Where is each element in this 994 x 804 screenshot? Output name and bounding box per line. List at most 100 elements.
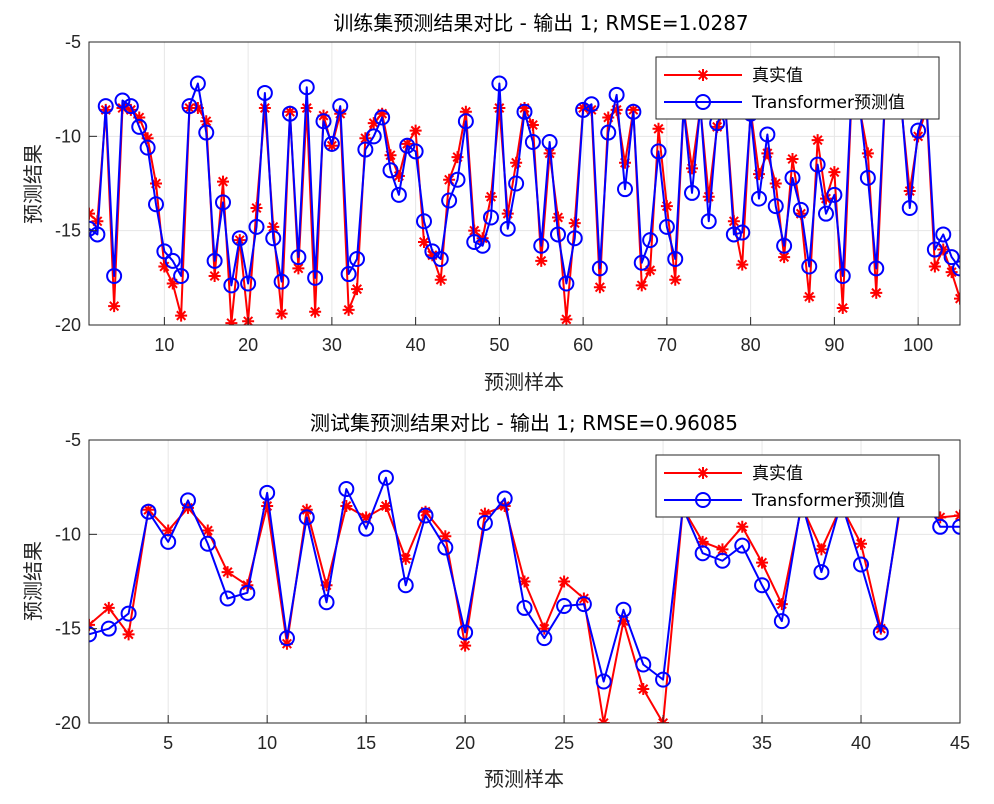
test-pred-point (278, 630, 295, 647)
train-true-point (928, 260, 941, 273)
train-true-point (459, 105, 472, 118)
train-true-point (200, 115, 213, 128)
test-true-point (142, 503, 155, 516)
train-true-point (593, 281, 606, 294)
train-pred-point (943, 249, 960, 266)
test-pred-point (358, 520, 375, 537)
train-true-point (828, 166, 841, 179)
test-x-tick-label: 5 (163, 733, 173, 753)
train-true-point (803, 290, 816, 303)
train-true-point (108, 300, 121, 313)
train-pred-point (558, 275, 575, 292)
train-pred-point (223, 277, 240, 294)
train-pred-point (550, 226, 566, 243)
test-pred-point (655, 671, 672, 688)
test-x-tick-label: 15 (356, 733, 376, 753)
train-pred-point (508, 175, 525, 192)
train-pred-point (256, 84, 273, 101)
train-true-point (208, 269, 221, 282)
test-true-point (478, 507, 491, 520)
train-legend: 真实值 Transformer预测值 (655, 56, 940, 120)
test-true-point (261, 500, 274, 513)
test-pred-point (734, 537, 751, 554)
train-true-point (217, 175, 229, 188)
test-pred-point (89, 626, 97, 643)
test-true-point (518, 575, 531, 588)
train-true-point (635, 279, 648, 292)
test-pred-point (100, 620, 117, 637)
train-pred-point (173, 267, 190, 284)
train-pred-legend-symbol (695, 94, 711, 110)
train-x-tick-label: 50 (489, 335, 509, 355)
train-pred-point (340, 266, 357, 283)
test-pred-point (556, 598, 573, 615)
test-pred-point (179, 492, 196, 509)
train-pred-point (734, 224, 751, 241)
test-true-point (756, 556, 769, 569)
test-pred-point (417, 507, 434, 524)
test-true-point (577, 592, 590, 605)
test-true-point (459, 639, 472, 652)
train-true-point (644, 264, 657, 277)
test-chart: 测试集预测结果对比 - 输出 1; RMSE=0.96085 5 10 15 20 25… (21, 411, 970, 791)
train-pred-point (164, 252, 181, 269)
test-legend-label-pred: Transformer预测值 (751, 491, 905, 511)
train-pred-point (700, 213, 717, 230)
test-true-point (280, 637, 293, 650)
train-pred-point (315, 113, 332, 130)
train-y-ticks: -20 -15 -10 -5 (55, 32, 97, 335)
train-true-point (384, 149, 397, 162)
train-true-point (560, 313, 573, 325)
test-true-point (775, 598, 788, 611)
test-pred-point (259, 484, 276, 501)
train-true-legend-symbol (697, 69, 709, 81)
train-pred-point (524, 133, 541, 150)
test-pred-point (932, 518, 949, 535)
train-true-point (660, 200, 673, 213)
test-plot-frame (88, 439, 961, 724)
test-pred-point (496, 490, 513, 507)
train-true-point (577, 102, 590, 115)
test-true-point (102, 601, 115, 614)
train-pred-point (215, 194, 231, 211)
test-pred-point (714, 552, 731, 569)
train-chart: 训练集预测结果对比 - 输出 1; RMSE=1.0287 10 20 30 40 50… (21, 11, 961, 394)
train-true-point (669, 273, 682, 286)
test-true-point (815, 543, 828, 556)
train-true-point (376, 107, 389, 120)
train-pred-point (148, 196, 164, 213)
train-true-point (510, 156, 523, 169)
train-chart-title: 训练集预测结果对比 - 输出 1; RMSE=1.0287 (333, 11, 748, 35)
train-pred-point (248, 218, 265, 235)
train-x-label: 预测样本 (484, 370, 564, 394)
train-pred-point (349, 250, 365, 267)
train-true-point (351, 283, 363, 296)
train-pred-point (625, 103, 642, 120)
test-pred-point (120, 605, 137, 622)
train-true-point (552, 211, 564, 224)
train-true-point (602, 111, 615, 124)
train-pred-point (382, 162, 399, 179)
train-legend-label-pred: Transformer预测值 (751, 93, 905, 113)
train-pred-point (365, 128, 382, 145)
train-true-point (761, 147, 774, 160)
train-pred-point (910, 122, 927, 139)
train-x-tick-label: 90 (824, 335, 844, 355)
test-pred-point (595, 673, 612, 690)
train-true-point (141, 132, 154, 145)
test-true-point (617, 615, 630, 628)
train-x-tick-label: 30 (322, 335, 342, 355)
test-true-point (696, 535, 709, 548)
train-pred-point (834, 267, 851, 284)
test-pred-point (575, 596, 592, 613)
test-x-tick-label: 35 (752, 733, 772, 753)
train-y-tick-label: -15 (55, 221, 81, 241)
train-pred-point (792, 201, 809, 218)
train-pred-point (818, 205, 834, 222)
test-x-tick-label: 30 (653, 733, 673, 753)
train-pred-point (533, 237, 550, 254)
train-true-point (418, 235, 430, 248)
train-true-point (133, 111, 146, 124)
test-pred-point (516, 599, 533, 616)
train-true-point (359, 132, 372, 145)
